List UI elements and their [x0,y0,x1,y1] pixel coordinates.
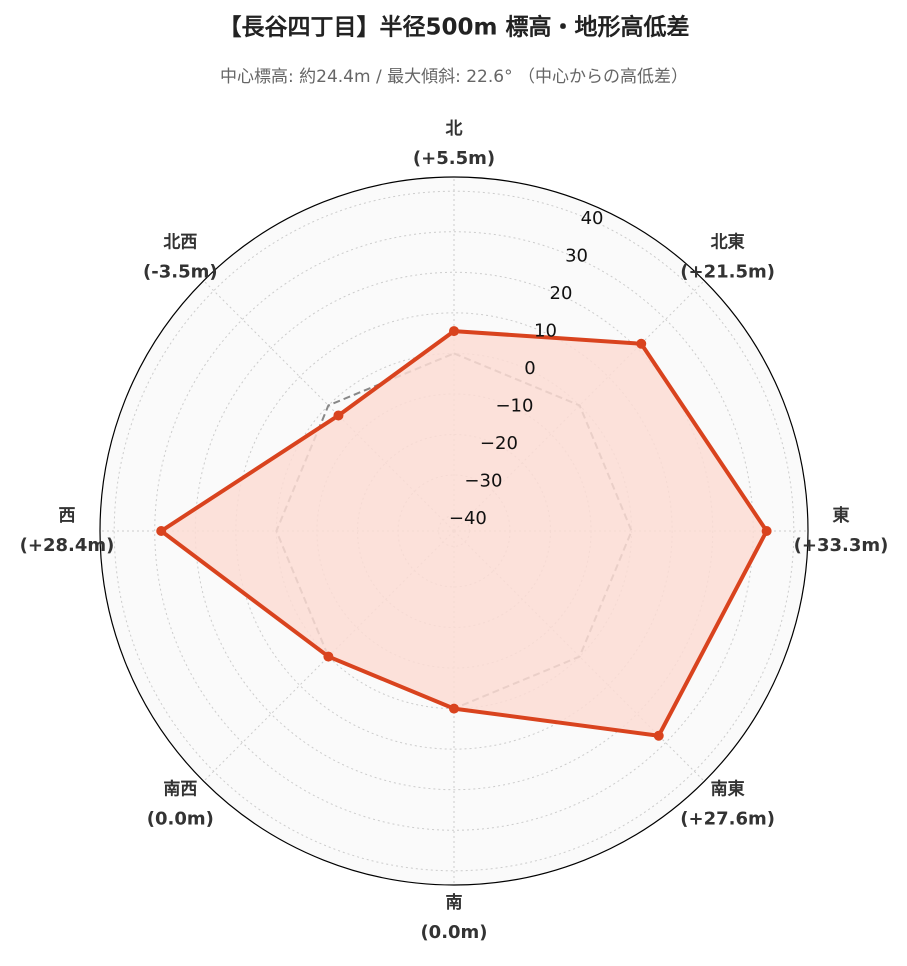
data-point [156,526,167,536]
r-tick-label: 20 [550,283,573,304]
r-tick-label: −40 [449,508,487,529]
value-label: (0.0m) [420,922,487,943]
data-point [333,410,344,421]
value-label: (+28.4m) [20,535,115,556]
category-label: 南東 [711,779,745,800]
value-label: (+27.6m) [680,809,775,830]
data-point [761,526,772,536]
category-label: 西 [59,506,76,526]
data-point [653,730,664,741]
plot-border [99,176,809,886]
value-label: (+5.5m) [413,148,495,169]
category-label: 北 [446,119,463,139]
r-tick-label: −30 [464,470,502,491]
data-point [449,703,459,714]
r-tick-label: 10 [534,320,557,341]
r-tick-label: 30 [565,246,588,267]
category-label: 東 [833,505,850,526]
chart-subtitle: 中心標高: 約24.4m / 最大傾斜: 22.6° （中心からの高低差） [220,67,688,87]
category-label: 南西 [163,779,197,800]
value-label: (-3.5m) [143,261,218,282]
r-tick-label: −20 [480,433,518,454]
category-label: 北西 [163,232,197,252]
r-tick-label: 40 [581,208,604,229]
value-label: (+33.3m) [794,535,889,556]
grid-circle [113,190,795,872]
category-label: 南 [446,892,463,913]
value-label: (0.0m) [147,809,214,830]
category-label: 北東 [711,231,745,252]
r-tick-label: −10 [495,395,533,416]
data-point [323,651,334,662]
value-label: (+21.5m) [680,261,775,282]
data-point [449,326,459,337]
r-tick-label: 0 [524,358,535,379]
data-point [636,338,647,349]
chart-title: 【長谷四丁目】半径500m 標高・地形高低差 [219,14,690,41]
